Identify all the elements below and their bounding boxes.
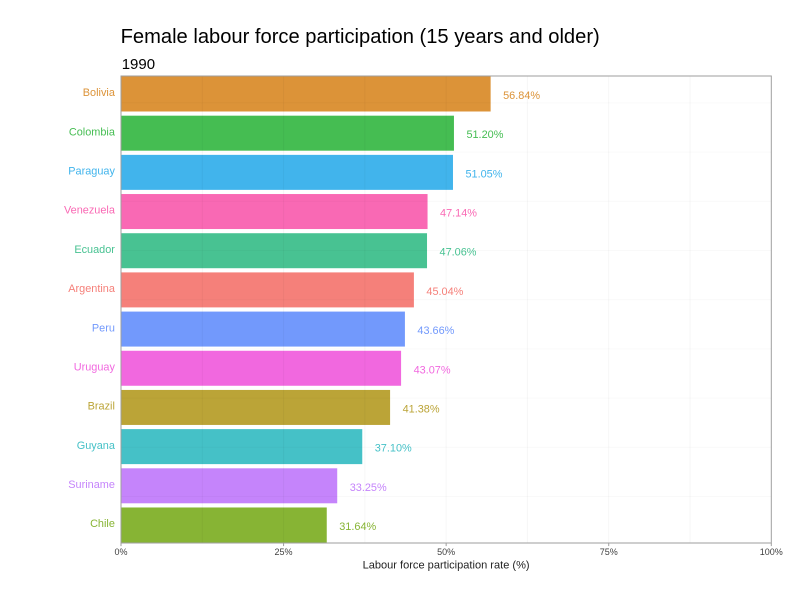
svg-text:0%: 0% [114, 547, 127, 557]
svg-text:Female labour force participat: Female labour force participation (15 ye… [121, 26, 600, 48]
svg-text:25%: 25% [275, 547, 293, 557]
svg-text:43.66%: 43.66% [417, 325, 454, 337]
svg-text:Chile: Chile [90, 518, 115, 530]
svg-text:Ecuador: Ecuador [74, 244, 115, 256]
svg-text:37.10%: 37.10% [375, 443, 412, 455]
svg-text:1990: 1990 [122, 56, 155, 73]
svg-text:45.04%: 45.04% [426, 286, 463, 298]
svg-text:Bolivia: Bolivia [83, 87, 116, 99]
svg-text:Venezuela: Venezuela [64, 205, 116, 217]
svg-text:47.14%: 47.14% [440, 208, 477, 220]
svg-text:Colombia: Colombia [69, 126, 116, 138]
svg-text:75%: 75% [600, 547, 618, 557]
svg-text:Guyana: Guyana [77, 440, 116, 452]
svg-text:56.84%: 56.84% [503, 90, 540, 102]
svg-text:Uruguay: Uruguay [74, 361, 116, 373]
svg-text:Suriname: Suriname [68, 479, 115, 491]
svg-text:51.05%: 51.05% [465, 168, 502, 180]
svg-text:33.25%: 33.25% [350, 482, 387, 494]
svg-text:41.38%: 41.38% [403, 403, 440, 415]
svg-text:Labour force participation rat: Labour force participation rate (%) [363, 559, 530, 571]
svg-text:43.07%: 43.07% [414, 364, 451, 376]
svg-text:Peru: Peru [92, 322, 115, 334]
svg-text:Brazil: Brazil [88, 401, 115, 413]
svg-text:Paraguay: Paraguay [68, 166, 115, 178]
svg-text:51.20%: 51.20% [466, 129, 503, 141]
svg-text:47.06%: 47.06% [440, 247, 477, 259]
svg-text:Argentina: Argentina [68, 283, 116, 295]
svg-text:31.64%: 31.64% [339, 521, 376, 533]
svg-text:50%: 50% [437, 547, 455, 557]
svg-text:100%: 100% [760, 547, 783, 557]
